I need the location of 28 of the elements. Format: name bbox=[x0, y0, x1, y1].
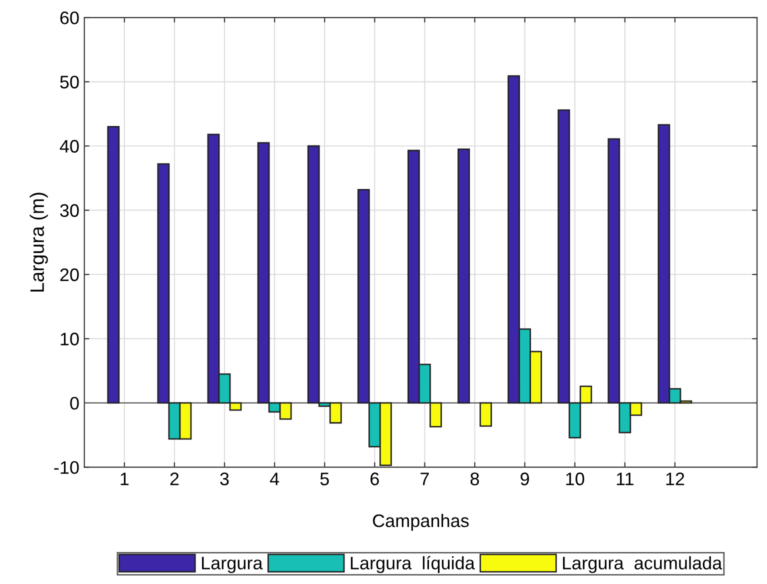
bar bbox=[480, 402, 492, 427]
x-axis-title: Campanhas bbox=[372, 514, 469, 531]
y-tick-label: 50 bbox=[60, 76, 79, 88]
y-tick-label: 60 bbox=[60, 11, 79, 24]
bar bbox=[107, 126, 120, 404]
x-tick-label: 10 bbox=[566, 472, 584, 486]
x-tick-label: 6 bbox=[370, 472, 379, 486]
y-tick-label: 30 bbox=[60, 204, 79, 217]
x-tick-label: 2 bbox=[170, 472, 179, 486]
y-axis-title: Largura (m) bbox=[30, 192, 48, 292]
x-tick-label: 5 bbox=[320, 472, 329, 486]
x-tick-label: 9 bbox=[520, 472, 529, 486]
y-tick-label: 0 bbox=[70, 396, 79, 410]
legend-label: Largura acumulada bbox=[563, 556, 722, 574]
y-tick-label: 40 bbox=[60, 140, 79, 153]
x-tick-label: 3 bbox=[220, 472, 229, 486]
x-tick-label: 8 bbox=[470, 472, 479, 486]
legend-label: Largura líquida bbox=[350, 556, 475, 574]
x-tick-label: 4 bbox=[270, 472, 280, 486]
x-tick-label: 1 bbox=[120, 472, 129, 486]
x-tick-label: 12 bbox=[666, 472, 684, 486]
x-tick-label: 11 bbox=[616, 472, 634, 486]
bar bbox=[458, 148, 470, 404]
legend-label: Largura bbox=[202, 556, 263, 574]
y-tick-label: -10 bbox=[54, 461, 79, 474]
y-tick-label: 10 bbox=[60, 332, 79, 346]
y-tick-label: 20 bbox=[60, 268, 79, 282]
x-tick-label: 7 bbox=[420, 472, 429, 486]
